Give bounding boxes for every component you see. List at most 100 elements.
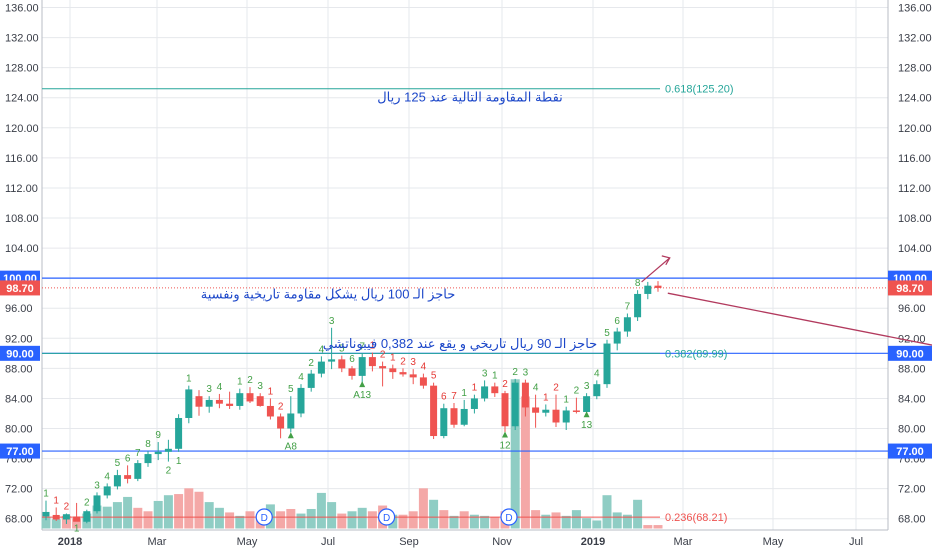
- candle-body: [379, 366, 387, 369]
- candle-body: [521, 382, 529, 408]
- volume-bar: [469, 514, 479, 529]
- y-tick-label-left: 132.00: [5, 33, 39, 45]
- price-tag-left: [0, 443, 40, 459]
- y-tick-label-right: 120.00: [898, 123, 932, 135]
- volume-bar: [286, 508, 296, 529]
- y-tick-label-left: 68.00: [5, 514, 33, 526]
- candle-body: [328, 359, 336, 362]
- volume-bar: [408, 511, 418, 529]
- count-label: 7: [625, 301, 631, 312]
- price-tag: [888, 345, 932, 361]
- candle-body: [266, 405, 274, 417]
- y-tick-label-right: 80.00: [898, 424, 926, 436]
- candle-body: [205, 399, 213, 407]
- count-13-label: 12: [499, 441, 511, 452]
- dividend-marker: [500, 508, 518, 526]
- volume-bar: [429, 499, 439, 529]
- count-label: 2: [400, 356, 406, 367]
- candle-body: [226, 403, 234, 406]
- count-label: 2: [278, 401, 284, 412]
- volume-bar: [214, 507, 224, 529]
- count-label: 1: [472, 383, 478, 394]
- count-label: 3: [206, 384, 212, 395]
- candle-body: [470, 398, 478, 409]
- candle-body: [562, 410, 570, 423]
- count-label: 1: [370, 341, 376, 352]
- count-label: 2: [512, 367, 518, 378]
- count-label: 7: [359, 341, 365, 352]
- candle-body: [654, 285, 662, 288]
- price-tag-left-label: 77.00: [6, 446, 34, 458]
- y-tick-label-left: 88.00: [5, 363, 33, 375]
- volume-bar: [235, 515, 245, 529]
- candle-body: [164, 448, 172, 452]
- volume-bar: [194, 491, 204, 529]
- volume-bar: [459, 511, 469, 529]
- count-label: 1: [237, 377, 243, 388]
- volume-bar: [612, 512, 622, 529]
- count-label: 6: [614, 316, 620, 327]
- annotations-layer: نقطة المقاومة التالية عند 125 ريال حاجز ا…: [201, 89, 598, 352]
- volume-bar: [367, 511, 377, 529]
- dividend-marker-label: D: [505, 513, 512, 524]
- count-label: 3: [94, 480, 100, 491]
- candle-body: [52, 514, 60, 520]
- candle-body: [42, 511, 50, 517]
- count-label: 1: [176, 456, 182, 467]
- candle-body: [185, 389, 193, 418]
- count-label: 2: [380, 350, 386, 361]
- count-13-label: 13: [581, 420, 593, 431]
- volume-bar: [357, 507, 367, 529]
- y-tick-label-right: 96.00: [898, 303, 926, 315]
- candle-body: [389, 368, 397, 373]
- count-label: 2: [502, 379, 508, 390]
- x-tick-label: May: [763, 536, 784, 548]
- fib-level-label: 0.382(89.99): [665, 348, 727, 360]
- projection-line: [667, 292, 932, 346]
- volume-bar: [531, 510, 541, 529]
- candle-body: [532, 407, 540, 413]
- candle-body: [491, 386, 499, 394]
- count-label: 5: [339, 344, 345, 355]
- count-label: 1: [563, 395, 569, 406]
- count-label: 2: [247, 375, 253, 386]
- count-label: 2: [574, 386, 580, 397]
- x-tick-label: Mar: [148, 536, 167, 548]
- count-label: 8: [635, 278, 641, 289]
- x-tick-label: Mar: [674, 536, 693, 548]
- count-label: 5: [431, 371, 437, 382]
- y-tick-label-left: 96.00: [5, 303, 33, 315]
- grid-layer: 136.00 136.00 132.00 132.00 128.00 128.00 124.…: [5, 0, 932, 548]
- count-label: 4: [533, 383, 539, 394]
- volume-bar: [398, 514, 408, 529]
- candle-body: [603, 343, 611, 385]
- volume-bar: [306, 508, 316, 529]
- count-label: 3: [482, 368, 488, 379]
- fib-level-label: 0.236(68.21): [665, 512, 727, 524]
- count-label: 4: [594, 368, 600, 379]
- reference-lines: 0.618(125.20) 0.382(89.99) 0.236(68.21): [42, 84, 888, 524]
- volume-bar: [439, 510, 449, 529]
- candle-body: [277, 416, 285, 429]
- count-label: 4: [319, 344, 325, 355]
- price-tags: 100.00100.0098.7098.7090.0090.0077.0077.…: [0, 270, 932, 459]
- count-label: 6: [349, 354, 355, 365]
- candles-layer: [42, 281, 662, 524]
- price-tag-label: 90.00: [896, 348, 924, 360]
- candle-body: [634, 293, 642, 318]
- count-arrow-marker: [583, 411, 590, 418]
- candle-body: [358, 357, 366, 376]
- count-label: 3: [329, 316, 335, 327]
- count-label: 7: [451, 391, 457, 402]
- y-tick-label-right: 84.00: [898, 393, 926, 405]
- candle-body: [195, 396, 203, 407]
- candle-body: [246, 393, 254, 402]
- x-tick-label: Jul: [849, 536, 863, 548]
- candle-body: [409, 374, 417, 378]
- volume-bar: [123, 496, 133, 529]
- count-label: 2: [64, 501, 70, 512]
- count-label: 1: [390, 353, 396, 364]
- candle-body: [175, 417, 183, 449]
- volume-bar: [653, 525, 663, 529]
